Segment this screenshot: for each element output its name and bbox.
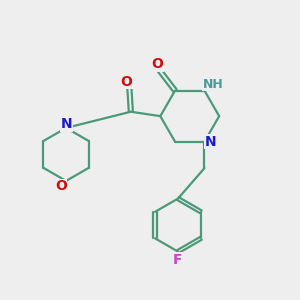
Text: NH: NH — [203, 78, 224, 91]
Text: N: N — [205, 135, 217, 148]
Text: O: O — [55, 179, 67, 193]
Text: O: O — [152, 57, 163, 71]
Text: F: F — [173, 253, 183, 267]
Text: O: O — [121, 75, 132, 89]
Text: N: N — [60, 117, 72, 131]
